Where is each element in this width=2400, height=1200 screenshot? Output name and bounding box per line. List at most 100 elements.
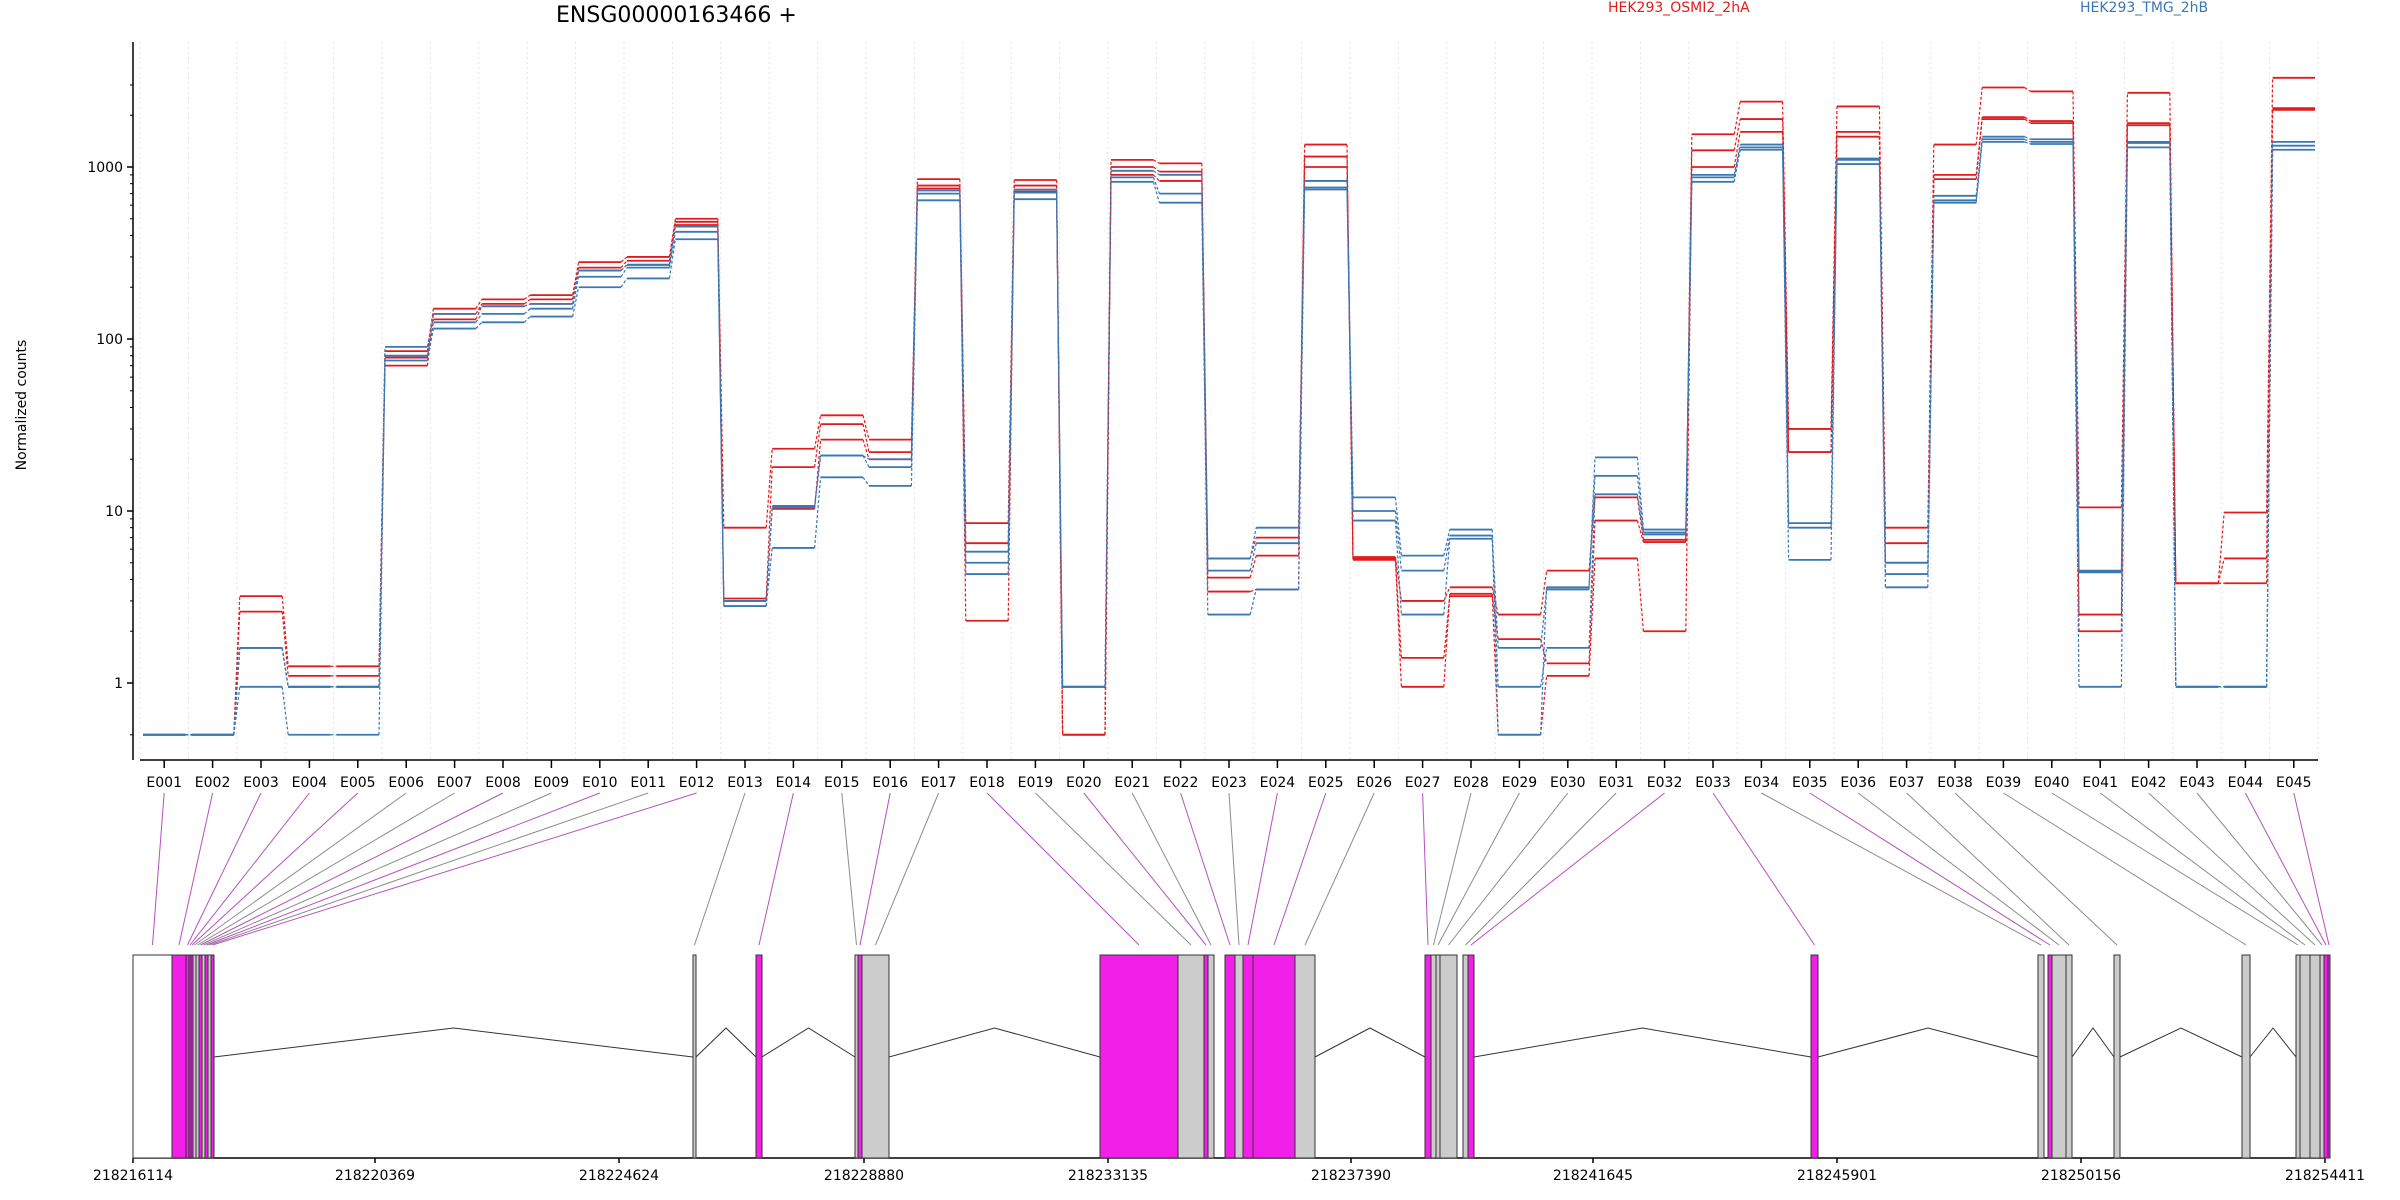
series-connector bbox=[1056, 199, 1064, 687]
series-connector bbox=[1830, 106, 1838, 429]
intron-line bbox=[213, 1027, 694, 1058]
series-connector bbox=[1443, 529, 1451, 556]
series-connector bbox=[959, 200, 967, 575]
exon-connector bbox=[1470, 792, 1665, 946]
exon-connector bbox=[694, 792, 746, 946]
series-connector bbox=[1636, 494, 1644, 535]
exon-block bbox=[1234, 954, 1244, 1159]
x-tick-label: E008 bbox=[485, 775, 521, 791]
x-tick-label: E032 bbox=[1647, 775, 1683, 791]
y-tick-label: 1000 bbox=[87, 160, 123, 176]
series-lines bbox=[143, 76, 2315, 736]
series-connector bbox=[1975, 141, 1983, 203]
exon-block bbox=[1242, 954, 1254, 1159]
utr-block bbox=[132, 954, 173, 1159]
x-tick-label: E044 bbox=[2228, 775, 2264, 791]
x-tick-label: E045 bbox=[2276, 775, 2312, 791]
intron-line bbox=[888, 1027, 1101, 1058]
x-tick-label: E004 bbox=[292, 775, 328, 791]
exon-connector bbox=[1465, 792, 1617, 946]
genome-coordinate-label: 218245901 bbox=[1797, 1168, 1877, 1184]
intron-line bbox=[1314, 1027, 1426, 1058]
y-axis: 1 10 100 1000 bbox=[87, 42, 134, 760]
series-osmi2 bbox=[143, 108, 2315, 736]
series-connector bbox=[1685, 181, 1693, 535]
exon-connector bbox=[1035, 792, 1192, 946]
series-connector bbox=[475, 313, 483, 323]
intron-line bbox=[2071, 1027, 2115, 1058]
exon-connector bbox=[2003, 792, 2247, 946]
x-tick-label: E005 bbox=[340, 775, 376, 791]
series-connector bbox=[1443, 593, 1451, 687]
series-connector bbox=[1540, 570, 1548, 615]
series-connector bbox=[910, 200, 918, 486]
series-connector bbox=[1394, 556, 1402, 602]
exon-connector bbox=[1422, 792, 1429, 946]
exon-connector bbox=[1437, 792, 1520, 946]
series-connector bbox=[1249, 527, 1257, 559]
series-connector bbox=[2266, 109, 2274, 584]
exon-connector bbox=[212, 792, 697, 946]
series-connector bbox=[1007, 199, 1015, 575]
series-connector bbox=[233, 611, 241, 735]
x-tick-label: E012 bbox=[679, 775, 715, 791]
exon-connector bbox=[1131, 792, 1212, 946]
genome-coordinate-label: 218241645 bbox=[1553, 1168, 1633, 1184]
exon-block bbox=[1203, 954, 1209, 1159]
exon-connector bbox=[1273, 792, 1327, 946]
series-connector bbox=[378, 360, 386, 735]
series-connector bbox=[1975, 87, 1983, 145]
series-connector bbox=[1830, 136, 1838, 453]
series-connector bbox=[523, 298, 531, 305]
series-connector bbox=[572, 276, 580, 309]
series-connector bbox=[814, 477, 822, 548]
series-connector bbox=[1830, 164, 1838, 560]
series-connector bbox=[2024, 86, 2031, 92]
series-tmg bbox=[143, 140, 2315, 736]
exon-connector bbox=[1712, 792, 1815, 946]
series-connector bbox=[765, 507, 773, 607]
x-tick-label: E015 bbox=[824, 775, 860, 791]
intron-line bbox=[761, 1027, 856, 1058]
series-connector bbox=[1443, 535, 1451, 571]
x-tick-label: E039 bbox=[1986, 775, 2022, 791]
exon-block bbox=[1810, 954, 1819, 1159]
exon-connector bbox=[986, 792, 1140, 946]
series-connector bbox=[2217, 558, 2225, 584]
exon-block bbox=[1462, 954, 1469, 1159]
exon-block bbox=[2047, 954, 2053, 1159]
exon-connector bbox=[1448, 792, 1569, 946]
series-connector bbox=[620, 278, 628, 288]
series-tmg bbox=[143, 138, 2315, 736]
exon-block bbox=[2299, 954, 2311, 1159]
series-osmi2 bbox=[143, 76, 2315, 736]
exon-block bbox=[1439, 954, 1458, 1159]
series-connector bbox=[2266, 77, 2274, 513]
genome-coordinate-label: 218228880 bbox=[824, 1168, 904, 1184]
intron-line bbox=[2119, 1027, 2243, 1058]
x-tick-label: E034 bbox=[1744, 775, 1780, 791]
exon-connector bbox=[875, 792, 940, 946]
x-tick-label: E022 bbox=[1163, 775, 1199, 791]
series-connector bbox=[814, 455, 822, 508]
series-connector bbox=[1830, 159, 1838, 528]
x-tick-label: E014 bbox=[776, 775, 812, 791]
exon-block bbox=[1177, 954, 1205, 1159]
exon-connector bbox=[2051, 792, 2299, 946]
exon-connector bbox=[2293, 792, 2330, 946]
series-connector bbox=[1636, 520, 1644, 543]
exon-block bbox=[210, 954, 215, 1159]
x-tick-label: E002 bbox=[195, 775, 231, 791]
series-connector bbox=[233, 647, 241, 735]
exon-connector bbox=[1180, 792, 1231, 946]
series-connector bbox=[620, 267, 628, 278]
series-connector bbox=[1298, 189, 1306, 590]
x-tick-label: E035 bbox=[1792, 775, 1828, 791]
exon-connector bbox=[203, 792, 552, 946]
x-tick-label: E017 bbox=[921, 775, 957, 791]
exon-block bbox=[2295, 954, 2301, 1159]
x-tick-label: E025 bbox=[1308, 775, 1344, 791]
series-connector bbox=[523, 308, 531, 315]
exon-block bbox=[2037, 954, 2045, 1159]
x-tick-label: E030 bbox=[1550, 775, 1586, 791]
